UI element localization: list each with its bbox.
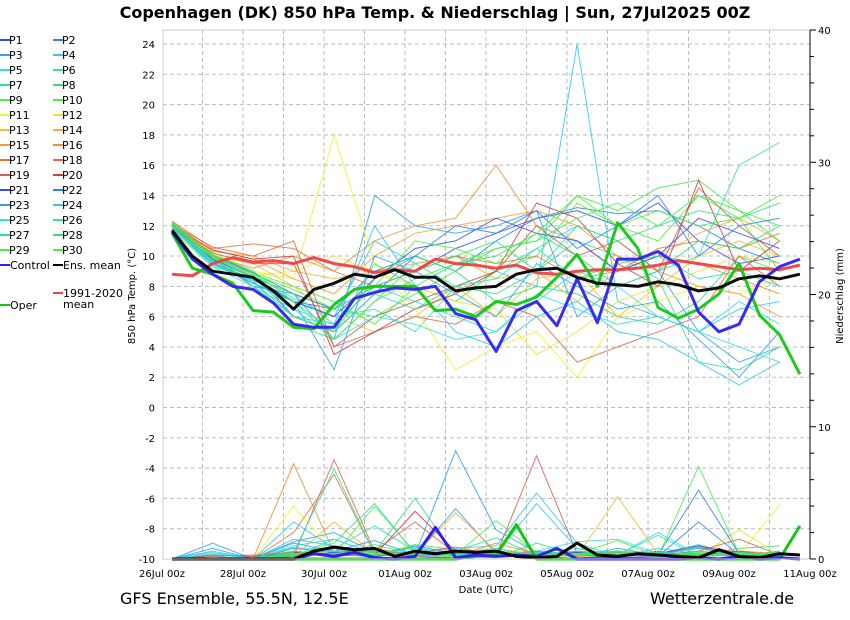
series-ens-mean-temp-line	[170, 229, 801, 311]
legend-label-p28: P28	[62, 229, 83, 242]
legend-label-p20: P20	[62, 169, 83, 182]
y-tick-label: -2	[145, 434, 155, 445]
series-p15-temp-line	[171, 210, 780, 318]
legend-label-p29: P29	[9, 244, 30, 257]
legend-label-p2: P2	[62, 34, 76, 47]
series-p22-temp-line	[171, 194, 780, 310]
legend-label-p27: P27	[9, 229, 30, 242]
series-p19-temp-line	[171, 187, 780, 348]
legend-label-p3: P3	[9, 49, 23, 62]
legend-label-p23: P23	[9, 199, 30, 212]
x-axis-label: Date (UTC)	[459, 585, 514, 596]
y2-tick-label: 20	[818, 291, 831, 302]
legend-label-p8: P8	[62, 79, 76, 92]
y-tick-label: 8	[149, 282, 155, 293]
x-tick-label: 11Aug 00z	[783, 569, 836, 580]
series-p13-temp-line	[171, 225, 780, 333]
legend-label-p17: P17	[9, 154, 30, 167]
y-tick-label: 24	[142, 40, 155, 51]
legend-label-ens-mean: Ens. mean	[63, 259, 121, 272]
y-tick-label: 0	[149, 404, 155, 415]
legend-label-1991-2020-mean: 1991-2020 mean	[63, 287, 123, 311]
y-tick-label: 2	[149, 373, 155, 384]
legend-label-p12: P12	[62, 109, 83, 122]
legend-label-p9: P9	[9, 94, 23, 107]
chart-title: Copenhagen (DK) 850 hPa Temp. & Niedersc…	[120, 3, 751, 23]
legend-label-p26: P26	[62, 214, 83, 227]
y-tick-label: -4	[145, 464, 155, 475]
legend-label-p30: P30	[62, 244, 83, 257]
y2-tick-label: 40	[818, 26, 831, 37]
legend-label-p25: P25	[9, 214, 30, 227]
series-oper-temp-line	[170, 221, 802, 375]
legend-label-p5: P5	[9, 64, 23, 77]
y-tick-label: 6	[149, 313, 155, 324]
legend-label-p15: P15	[9, 139, 30, 152]
legend-label-control: Control	[10, 259, 50, 272]
legend-label-p11: P11	[9, 109, 30, 122]
x-tick-label: 28Jul 00z	[220, 569, 266, 580]
y-tick-label: 16	[142, 161, 155, 172]
x-tick-label: 26Jul 00z	[139, 569, 185, 580]
legend: P1 P2 P3 P4 P5 P6 P7 P8 P9 P10 P11 P12 P13 P14 P15 P16 P…	[0, 34, 123, 312]
series-control-temp-line	[170, 230, 801, 353]
series-p23-precip-line	[171, 449, 780, 560]
y2-axis-label: Niederschlag (mm)	[835, 248, 846, 344]
legend-label-p10: P10	[62, 94, 83, 107]
series-p30-temp-line	[171, 194, 780, 310]
series-p28-temp-line	[171, 225, 780, 333]
y2-tick-label: 10	[818, 423, 831, 434]
y2-tick-label: 0	[818, 555, 824, 566]
series-1991-2020-mean-temp-line	[171, 256, 801, 278]
legend-label-p6: P6	[62, 64, 76, 77]
x-tick-label: 30Jul 00z	[301, 569, 347, 580]
y-tick-label: -10	[139, 555, 155, 566]
x-tick-label: 05Aug 00z	[540, 569, 593, 580]
y-tick-label: 22	[142, 70, 155, 81]
y-tick-label: -8	[145, 525, 155, 536]
legend-label-p7: P7	[9, 79, 23, 92]
y-tick-label: 14	[142, 191, 155, 202]
legend-label-p1: P1	[9, 34, 23, 47]
y-tick-label: 4	[149, 343, 155, 354]
legend-label-p14: P14	[62, 124, 83, 137]
x-tick-label: 07Aug 00z	[621, 569, 674, 580]
y-tick-label: -6	[145, 494, 155, 505]
series-p25-temp-line	[171, 226, 780, 340]
legend-label-p19: P19	[9, 169, 30, 182]
x-tick-label: 03Aug 00z	[459, 569, 512, 580]
y-tick-label: 12	[142, 222, 155, 233]
x-tick-label: 01Aug 00z	[378, 569, 431, 580]
grid	[163, 30, 810, 560]
legend-label-p18: P18	[62, 154, 83, 167]
series-p29-precip-line	[172, 465, 780, 560]
y-tick-label: 10	[142, 252, 155, 263]
x-tick-label: 09Aug 00z	[702, 569, 755, 580]
legend-label-p22: P22	[62, 184, 83, 197]
y-tick-label: 20	[142, 101, 155, 112]
legend-label-p21: P21	[9, 184, 30, 197]
legend-label-p16: P16	[62, 139, 83, 152]
legend-label-p4: P4	[62, 49, 76, 62]
series-p24-temp-line	[171, 222, 780, 386]
footer-site: Wetterzentrale.de	[650, 589, 794, 608]
legend-label-oper: Oper	[10, 299, 37, 312]
y-tick-label: 18	[142, 131, 155, 142]
legend-label-p24: P24	[62, 199, 83, 212]
y2-tick-label: 30	[818, 158, 831, 169]
footer-source: GFS Ensemble, 55.5N, 12.5E	[120, 589, 349, 608]
legend-label-p13: P13	[9, 124, 30, 137]
y-axis-label: 850 hPa Temp. (°C)	[127, 248, 138, 344]
